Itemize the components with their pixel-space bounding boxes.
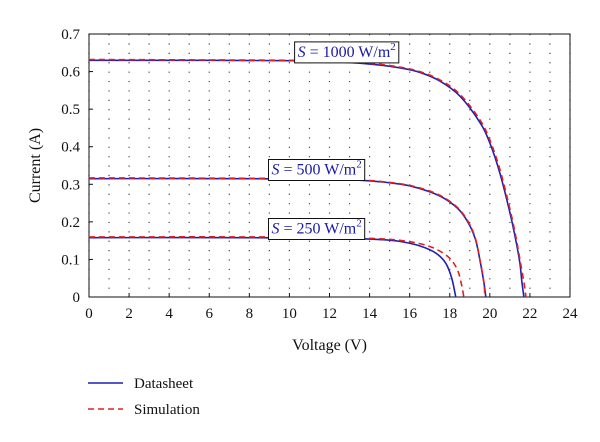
x-tick-label: 8 <box>246 306 254 322</box>
x-axis-label: Voltage (V) <box>292 337 367 354</box>
irradiance-label-box <box>268 159 366 181</box>
x-tick-label: 14 <box>362 306 378 322</box>
datasheet-curve-250 <box>88 236 457 298</box>
x-tick-label: 16 <box>402 306 418 322</box>
y-tick-label: 0 <box>73 290 81 306</box>
x-tick-label: 24 <box>563 306 579 322</box>
irradiance-label-text: S = 1000 W/m2 <box>298 41 396 61</box>
irradiance-label-text: S = 500 W/m2 <box>272 159 362 179</box>
x-axis-ticks: 0 2 4 6 8 10 12 14 16 18 20 22 24 <box>85 293 578 322</box>
irradiance-label-1: S = 500 W/m2 <box>268 159 366 181</box>
legend-label-simulation: Simulation <box>134 402 200 418</box>
x-tick-label: 18 <box>442 306 457 322</box>
legend: Datasheet Simulation <box>88 376 200 418</box>
annotations: S = 1000 W/m2 S = 500 W/m2 S = 250 W/m2 <box>268 41 400 240</box>
y-tick-label: 0.7 <box>61 27 80 43</box>
irradiance-label-0: S = 1000 W/m2 <box>294 41 400 64</box>
simulation-curve-250 <box>88 236 465 298</box>
x-tick-label: 4 <box>165 306 173 322</box>
y-tick-label: 0.6 <box>61 65 80 81</box>
irradiance-label-box <box>268 218 366 240</box>
x-tick-label: 2 <box>125 306 133 322</box>
irradiance-label-box <box>294 41 400 64</box>
irradiance-label-2: S = 250 W/m2 <box>268 217 366 240</box>
x-tick-label: 10 <box>282 306 297 322</box>
y-tick-label: 0.3 <box>61 177 80 193</box>
x-tick-label: 0 <box>85 306 93 322</box>
x-tick-label: 6 <box>206 306 214 322</box>
y-axis-label: Current (A) <box>27 128 44 203</box>
y-tick-label: 0.1 <box>61 252 80 268</box>
x-tick-label: 12 <box>322 306 337 322</box>
x-tick-label: 22 <box>522 306 537 322</box>
y-tick-label: 0.5 <box>61 102 80 118</box>
y-tick-label: 0.4 <box>61 140 80 156</box>
irradiance-label-text: S = 250 W/m2 <box>272 217 362 237</box>
y-tick-label: 0.2 <box>61 215 80 231</box>
x-tick-label: 20 <box>482 306 497 322</box>
y-axis-ticks: 0 0.1 0.2 0.3 0.4 0.5 0.6 0.7 <box>61 27 93 306</box>
legend-label-datasheet: Datasheet <box>134 376 194 392</box>
